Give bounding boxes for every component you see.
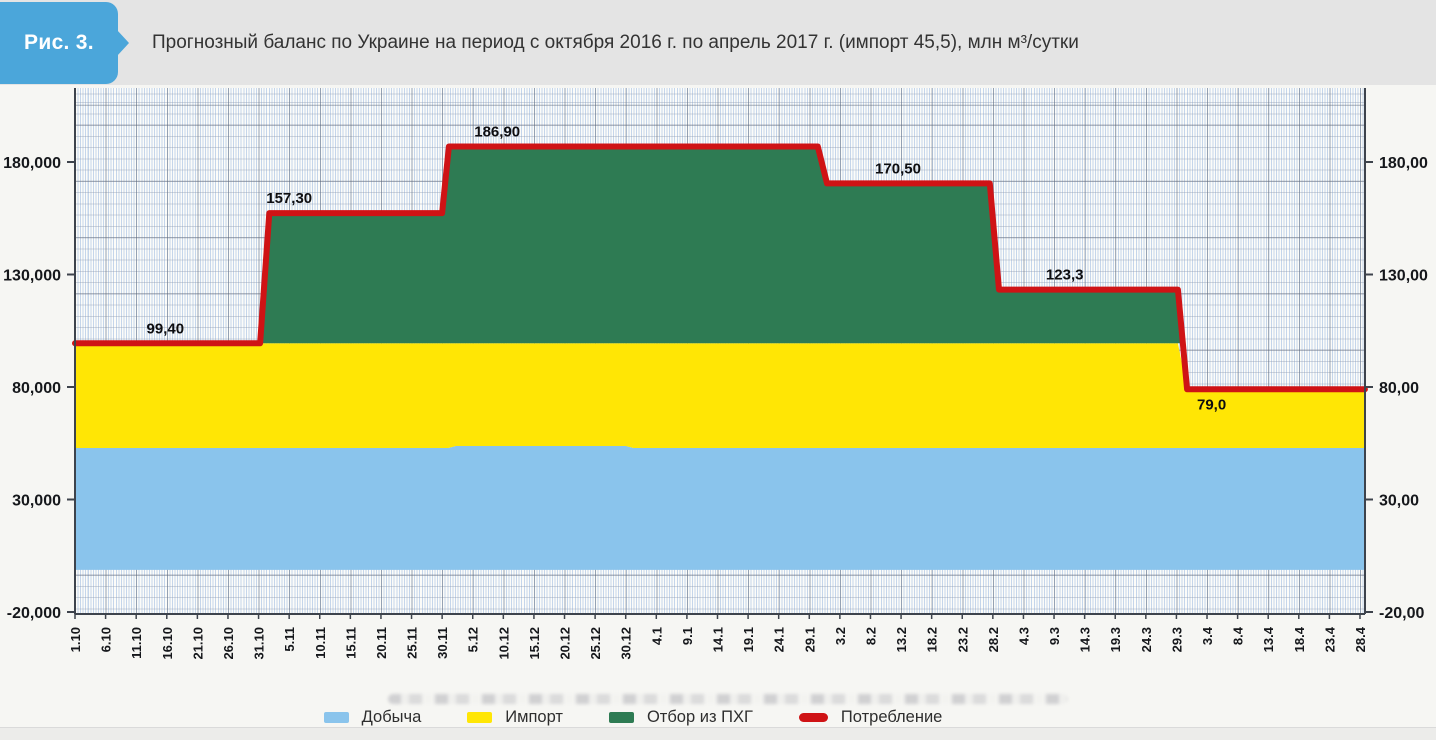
x-axis-label: 13.2 — [894, 627, 909, 652]
x-axis-label: 19.3 — [1108, 627, 1123, 652]
x-axis-label: 5.11 — [282, 627, 297, 652]
x-axis-label: 11.10 — [129, 627, 144, 659]
figure-title: Прогнозный баланс по Украине на период с… — [152, 31, 1079, 53]
x-axis-label: 23.2 — [955, 627, 970, 652]
value-label: 157,30 — [266, 190, 312, 207]
chart-legend: Добыча Импорт Отбор из ПХГ Потребление — [0, 705, 1351, 729]
y-axis-label-right: 80,00 — [1379, 380, 1419, 397]
x-axis-label: 5.12 — [466, 627, 481, 652]
badge-arrow-icon — [117, 30, 129, 56]
y-axis-label-right: 130,00 — [1379, 268, 1428, 285]
x-axis-label: 15.11 — [343, 627, 358, 659]
legend-swatch-storage — [608, 711, 634, 723]
x-axis-label: 28.2 — [986, 627, 1001, 652]
x-axis-label: 4.1 — [649, 627, 664, 645]
x-axis-label: 31.10 — [252, 627, 267, 660]
x-axis-label: 19.1 — [741, 627, 756, 652]
x-axis-label: 18.4 — [1292, 626, 1307, 652]
x-axis-label: 18.2 — [925, 627, 940, 652]
x-axis-label: 20.11 — [374, 627, 389, 659]
value-label: 79,0 — [1197, 396, 1226, 413]
figure-badge-label: Рис. 3. — [24, 31, 94, 54]
y-axis-label-right: 180,00 — [1379, 155, 1428, 172]
x-axis-label: 14.3 — [1078, 627, 1093, 652]
x-axis-label: 3.2 — [833, 627, 848, 645]
x-axis-label: 21.10 — [190, 627, 205, 660]
area-production — [75, 446, 1365, 570]
x-axis-label: 24.1 — [772, 627, 787, 652]
legend-item-import: Импорт — [467, 708, 563, 727]
x-axis-label: 14.1 — [711, 627, 726, 652]
x-axis-label: 6.10 — [99, 627, 114, 652]
x-axis-label: 1.10 — [68, 627, 83, 652]
legend-label-consumption: Потребление — [840, 707, 943, 726]
x-axis-label: 9.3 — [1047, 627, 1062, 645]
value-label: 123,3 — [1046, 267, 1084, 284]
x-axis-label: 16.10 — [160, 627, 175, 660]
x-axis-label: 23.4 — [1322, 626, 1337, 652]
x-axis-label: 25.11 — [405, 627, 420, 659]
y-axis-label-left: 80,000 — [12, 380, 61, 397]
x-axis-label: 30.12 — [619, 627, 634, 660]
legend-swatch-import — [467, 711, 493, 723]
y-axis-label-left: -20,000 — [7, 605, 61, 622]
y-axis-label-left: 180,000 — [3, 155, 61, 172]
legend-item-consumption: Потребление — [798, 707, 943, 727]
value-label: 99,40 — [147, 320, 185, 337]
x-axis-label: 3.4 — [1200, 626, 1215, 645]
area-import — [75, 343, 1365, 448]
y-axis-label-left: 30,000 — [12, 493, 61, 510]
legend-item-storage: Отбор из ПХГ — [608, 707, 753, 727]
x-axis-label: 20.12 — [558, 627, 573, 660]
value-label: 170,50 — [875, 160, 921, 177]
y-axis-label-right: -20,00 — [1379, 605, 1424, 622]
x-axis-label: 15.12 — [527, 627, 542, 660]
legend-label-storage: Отбор из ПХГ — [646, 707, 753, 726]
legend-item-production: Добыча — [323, 707, 422, 727]
x-axis-label: 25.12 — [588, 627, 603, 660]
x-axis-label: 30.11 — [435, 627, 450, 659]
x-axis-label: 24.3 — [1139, 627, 1154, 652]
scan-bleed-artifact — [388, 694, 1068, 704]
x-axis-label: 9.1 — [680, 627, 695, 645]
legend-swatch-production — [323, 711, 349, 723]
x-axis-label: 29.3 — [1169, 627, 1184, 652]
consumption-line — [72, 143, 1368, 393]
y-axis-label-left: 130,000 — [3, 268, 61, 285]
x-axis-label: 13.4 — [1261, 626, 1276, 652]
figure-badge: Рис. 3. — [0, 2, 129, 84]
page-bottom-strip — [0, 727, 1436, 740]
x-axis-label: 10.11 — [313, 627, 328, 659]
figure-header: Рис. 3. Прогнозный баланс по Украине на … — [0, 0, 1436, 85]
x-axis-label: 8.4 — [1231, 626, 1246, 645]
x-axis-label: 28.4 — [1353, 626, 1368, 652]
x-axis-label: 29.1 — [802, 627, 817, 652]
x-axis-label: 4.3 — [1016, 627, 1031, 645]
area-storage — [260, 146, 1183, 344]
legend-label-production: Добыча — [361, 707, 422, 726]
x-axis-label: 8.2 — [864, 627, 879, 645]
legend-swatch-consumption — [798, 712, 828, 722]
x-axis-label: 26.10 — [221, 627, 236, 660]
legend-label-import: Импорт — [505, 707, 563, 726]
y-axis-label-right: 30,00 — [1379, 493, 1419, 510]
value-label: 186,90 — [474, 124, 520, 141]
x-axis-label: 10.12 — [496, 627, 511, 660]
